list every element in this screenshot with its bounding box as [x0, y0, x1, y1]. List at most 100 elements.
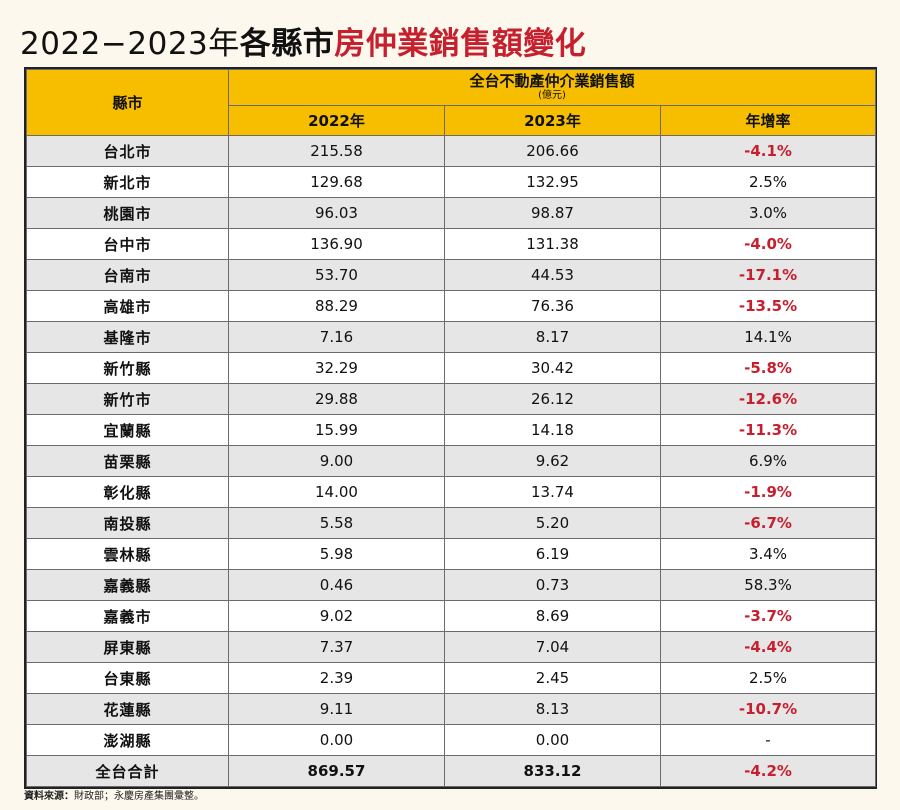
table-row: 彰化縣 14.00 13.74 -1.9%: [26, 476, 877, 508]
value-2022-cell: 129.68: [228, 166, 445, 198]
growth-cell: 6.9%: [659, 445, 877, 477]
growth-cell: 3.4%: [659, 538, 877, 570]
value-2023-cell: 206.66: [444, 135, 661, 167]
value-2022-cell: 0.46: [228, 569, 445, 601]
growth-cell: -12.6%: [659, 383, 877, 415]
county-cell: 高雄市: [26, 290, 229, 322]
page-title: 2022−2023年各縣市房仲業銷售額變化: [20, 22, 880, 66]
value-2022-cell: 14.00: [228, 476, 445, 508]
county-cell: 苗栗縣: [26, 445, 229, 477]
value-2022-cell: 0.00: [228, 724, 445, 756]
table-row: 台南市 53.70 44.53 -17.1%: [26, 259, 877, 291]
county-cell: 台南市: [26, 259, 229, 291]
value-2022-cell: 2.39: [228, 662, 445, 694]
value-2022-cell: 7.37: [228, 631, 445, 663]
value-2022-cell: 88.29: [228, 290, 445, 322]
table-row: 台北市 215.58 206.66 -4.1%: [26, 135, 877, 167]
table-row: 基隆市 7.16 8.17 14.1%: [26, 321, 877, 353]
value-2022-cell: 9.00: [228, 445, 445, 477]
table-row: 宜蘭縣 15.99 14.18 -11.3%: [26, 414, 877, 446]
value-2023-cell: 44.53: [444, 259, 661, 291]
growth-cell: -17.1%: [659, 259, 877, 291]
table-row: 桃園市 96.03 98.87 3.0%: [26, 197, 877, 229]
header-2022: 2022年: [228, 105, 445, 136]
header-2023: 2023年: [444, 105, 661, 136]
county-cell: 澎湖縣: [26, 724, 229, 756]
county-cell: 嘉義市: [26, 600, 229, 632]
growth-cell: -13.5%: [659, 290, 877, 322]
county-cell: 桃園市: [26, 197, 229, 229]
county-cell: 屏東縣: [26, 631, 229, 663]
table-row: 高雄市 88.29 76.36 -13.5%: [26, 290, 877, 322]
table-row: 屏東縣 7.37 7.04 -4.4%: [26, 631, 877, 663]
table-row: 雲林縣 5.98 6.19 3.4%: [26, 538, 877, 570]
value-2023-cell: 26.12: [444, 383, 661, 415]
value-2022-cell: 53.70: [228, 259, 445, 291]
table-row: 全台合計 869.57 833.12 -4.2%: [26, 755, 877, 787]
header-growth: 年增率: [659, 105, 877, 136]
growth-cell: -10.7%: [659, 693, 877, 725]
table-row: 台東縣 2.39 2.45 2.5%: [26, 662, 877, 694]
header-county: 縣市: [26, 69, 229, 136]
growth-cell: -3.7%: [659, 600, 877, 632]
value-2023-cell: 8.17: [444, 321, 661, 353]
value-2022-cell: 5.58: [228, 507, 445, 539]
table-row: 花蓮縣 9.11 8.13 -10.7%: [26, 693, 877, 725]
growth-cell: -1.9%: [659, 476, 877, 508]
county-cell: 全台合計: [26, 755, 229, 787]
value-2023-cell: 13.74: [444, 476, 661, 508]
sales-table: 縣市 全台不動產仲介業銷售額 (億元) 2022年 2023年 年增率 台北市 2…: [26, 69, 877, 787]
growth-cell: -4.2%: [659, 755, 877, 787]
county-cell: 新竹縣: [26, 352, 229, 384]
table-body: 台北市 215.58 206.66 -4.1% 新北市 129.68 132.95 2.5% 桃…: [26, 135, 877, 787]
growth-cell: -4.4%: [659, 631, 877, 663]
value-2022-cell: 29.88: [228, 383, 445, 415]
county-cell: 新竹市: [26, 383, 229, 415]
value-2022-cell: 96.03: [228, 197, 445, 229]
value-2023-cell: 5.20: [444, 507, 661, 539]
source-label: 資料來源：: [24, 791, 74, 802]
value-2023-cell: 76.36: [444, 290, 661, 322]
table-row: 新竹縣 32.29 30.42 -5.8%: [26, 352, 877, 384]
county-cell: 基隆市: [26, 321, 229, 353]
value-2023-cell: 8.69: [444, 600, 661, 632]
growth-cell: 3.0%: [659, 197, 877, 229]
value-2022-cell: 5.98: [228, 538, 445, 570]
value-2023-cell: 9.62: [444, 445, 661, 477]
value-2023-cell: 8.13: [444, 693, 661, 725]
header-unit: (億元): [538, 90, 566, 101]
county-cell: 台北市: [26, 135, 229, 167]
title-red-part: 房仲業銷售額變化: [334, 26, 587, 62]
county-cell: 宜蘭縣: [26, 414, 229, 446]
county-cell: 雲林縣: [26, 538, 229, 570]
growth-cell: -5.8%: [659, 352, 877, 384]
growth-cell: -11.3%: [659, 414, 877, 446]
county-cell: 嘉義縣: [26, 569, 229, 601]
value-2023-cell: 132.95: [444, 166, 661, 198]
title-years: 2022−2023年: [20, 26, 240, 62]
header-group-label: 全台不動產仲介業銷售額: [469, 72, 635, 90]
table-row: 新北市 129.68 132.95 2.5%: [26, 166, 877, 198]
value-2023-cell: 833.12: [444, 755, 661, 787]
value-2023-cell: 131.38: [444, 228, 661, 260]
table-row: 澎湖縣 0.00 0.00-: [26, 724, 877, 756]
source-note: 資料來源：財政部；永慶房產集團彙整。: [24, 787, 204, 802]
table-row: 嘉義縣 0.46 0.73 58.3%: [26, 569, 877, 601]
growth-cell: -4.0%: [659, 228, 877, 260]
value-2022-cell: 9.11: [228, 693, 445, 725]
growth-cell: 2.5%: [659, 662, 877, 694]
growth-cell: -: [659, 724, 877, 756]
value-2023-cell: 0.73: [444, 569, 661, 601]
source-text: 財政部；永慶房產集團彙整。: [74, 791, 204, 802]
value-2022-cell: 15.99: [228, 414, 445, 446]
value-2023-cell: 7.04: [444, 631, 661, 663]
growth-cell: 14.1%: [659, 321, 877, 353]
value-2022-cell: 215.58: [228, 135, 445, 167]
value-2023-cell: 2.45: [444, 662, 661, 694]
table-row: 南投縣 5.58 5.20 -6.7%: [26, 507, 877, 539]
growth-cell: 2.5%: [659, 166, 877, 198]
county-cell: 台中市: [26, 228, 229, 260]
county-cell: 台東縣: [26, 662, 229, 694]
table-row: 嘉義市 9.02 8.69 -3.7%: [26, 600, 877, 632]
value-2022-cell: 7.16: [228, 321, 445, 353]
